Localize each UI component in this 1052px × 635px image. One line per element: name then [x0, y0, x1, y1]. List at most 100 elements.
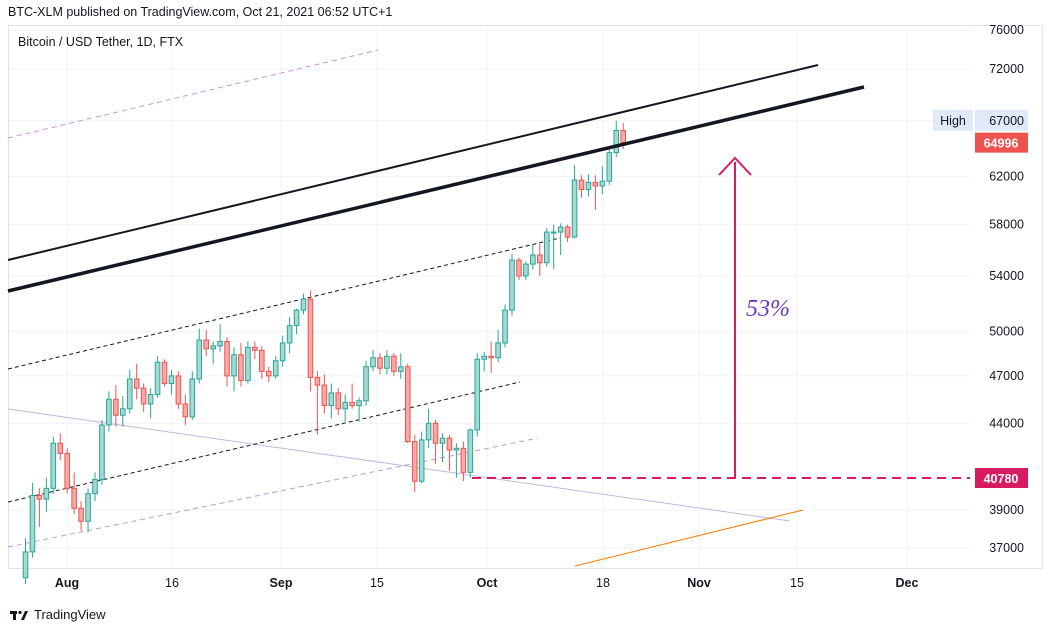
candle[interactable] [349, 383, 355, 409]
candle[interactable] [29, 482, 36, 558]
candle[interactable] [488, 341, 494, 373]
candle[interactable] [481, 351, 487, 372]
candle[interactable] [550, 224, 557, 270]
candle[interactable] [210, 341, 216, 364]
candle[interactable] [585, 174, 592, 197]
candle[interactable] [231, 347, 237, 392]
candle[interactable] [175, 371, 182, 409]
candle[interactable] [279, 335, 286, 367]
candle[interactable] [432, 420, 439, 464]
candle[interactable] [217, 324, 223, 352]
candle[interactable] [252, 341, 258, 360]
candle[interactable] [418, 431, 425, 483]
candle[interactable] [182, 394, 189, 425]
channel-upper-solid-line[interactable] [7, 64, 819, 261]
candle[interactable] [411, 434, 418, 492]
candle[interactable] [474, 353, 481, 437]
candle[interactable] [307, 290, 314, 392]
candle[interactable] [592, 175, 599, 210]
candle[interactable] [120, 396, 126, 427]
candle[interactable] [133, 363, 140, 400]
candle[interactable] [384, 350, 390, 375]
candle[interactable] [203, 329, 209, 357]
candle[interactable] [530, 244, 536, 270]
candle[interactable] [272, 356, 279, 379]
candle[interactable] [147, 388, 154, 419]
candle[interactable] [571, 165, 578, 239]
candle[interactable] [78, 500, 84, 531]
time-axis[interactable]: Aug 16 Sep 15 Oct 18 Nov 15 Dec [55, 576, 919, 590]
candle[interactable] [363, 360, 369, 406]
candle[interactable] [495, 329, 501, 363]
candle[interactable] [502, 304, 508, 348]
candle[interactable] [467, 428, 474, 478]
channel-drawings[interactable] [7, 64, 865, 293]
candle[interactable] [328, 383, 335, 419]
candle[interactable] [99, 420, 105, 485]
candle[interactable] [342, 394, 348, 422]
candle[interactable] [293, 308, 300, 335]
lower-lavender-trendline[interactable] [7, 408, 791, 522]
candle[interactable] [50, 436, 57, 494]
candle[interactable] [523, 261, 529, 280]
candle[interactable] [286, 317, 293, 354]
candle[interactable] [564, 224, 571, 243]
candle[interactable] [606, 149, 613, 185]
candle[interactable] [377, 353, 383, 375]
candle[interactable] [126, 369, 133, 414]
candle[interactable] [43, 477, 50, 512]
lower-purple-dashed-channel[interactable] [7, 437, 539, 548]
candle[interactable] [196, 328, 203, 384]
candle[interactable] [613, 120, 620, 158]
candle[interactable] [106, 391, 112, 432]
candle[interactable] [161, 359, 168, 387]
candle[interactable] [189, 371, 196, 421]
candle[interactable] [557, 223, 564, 255]
candle[interactable] [259, 345, 265, 379]
candle[interactable] [85, 488, 91, 533]
channel-lower-solid-line[interactable] [7, 85, 865, 293]
candle[interactable] [168, 369, 175, 395]
candle[interactable] [356, 397, 362, 422]
candle[interactable] [22, 538, 29, 584]
trendline-drawings[interactable] [7, 49, 804, 567]
orange-trendline[interactable] [574, 509, 804, 567]
candle[interactable] [335, 388, 342, 416]
candle[interactable] [238, 342, 244, 387]
candle[interactable] [404, 363, 411, 444]
tradingview-brand[interactable]: TradingView [10, 607, 106, 622]
candle[interactable] [265, 366, 272, 383]
candle[interactable] [460, 441, 467, 482]
candle[interactable] [245, 341, 251, 384]
candle[interactable] [321, 374, 328, 414]
candle[interactable] [154, 356, 161, 398]
candle[interactable] [391, 353, 397, 376]
candle[interactable] [425, 408, 432, 449]
candle[interactable] [578, 175, 585, 198]
candle[interactable] [446, 434, 453, 471]
candle[interactable] [439, 433, 446, 462]
channel-upper-dashed-line[interactable] [7, 237, 561, 370]
candle[interactable] [224, 337, 230, 387]
candle[interactable] [36, 488, 43, 527]
candle[interactable] [314, 371, 321, 435]
candle[interactable] [516, 257, 522, 280]
candle[interactable] [300, 293, 307, 315]
candle[interactable] [370, 350, 376, 372]
candle[interactable] [92, 472, 98, 501]
candle[interactable] [57, 433, 64, 461]
candle[interactable] [537, 243, 543, 276]
candle[interactable] [509, 253, 515, 316]
candle[interactable] [113, 385, 119, 427]
upper-purple-dashed-trendline[interactable] [7, 49, 379, 139]
candle[interactable] [543, 228, 550, 267]
candle[interactable] [64, 448, 71, 494]
range-arrow-head[interactable] [718, 156, 752, 176]
price-range-annotation[interactable]: 53% [472, 156, 970, 479]
candle[interactable] [140, 383, 147, 412]
candle[interactable] [453, 443, 460, 478]
candle[interactable] [599, 166, 606, 195]
candle[interactable] [398, 353, 404, 379]
candle[interactable] [71, 472, 77, 514]
